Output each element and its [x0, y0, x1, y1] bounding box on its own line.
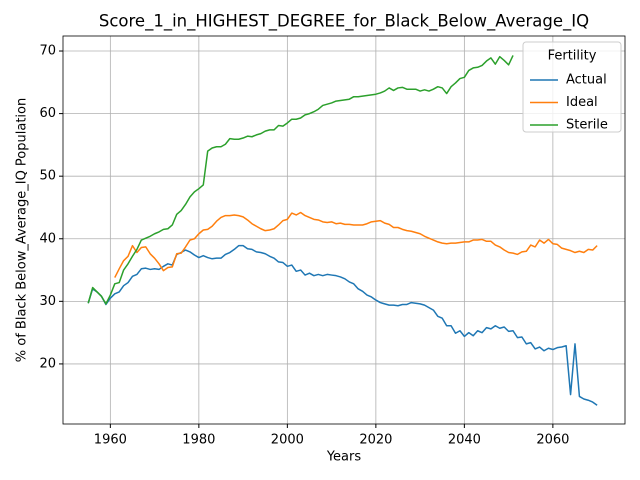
y-tick-label: 70	[39, 44, 56, 59]
y-tick-label: 40	[39, 231, 56, 246]
data-line	[114, 211, 598, 278]
legend-label: Actual	[566, 73, 607, 88]
y-tick-label: 30	[39, 294, 56, 309]
legend-label: Ideal	[566, 95, 598, 110]
x-tick-label: 2040	[448, 433, 481, 448]
x-axis-label: Years	[326, 450, 362, 465]
legend-label: Sterile	[566, 118, 608, 133]
y-tick-label: 60	[39, 106, 56, 121]
x-tick-label: 2060	[536, 433, 569, 448]
plot-frame	[62, 35, 626, 425]
x-tick-label: 1980	[182, 433, 215, 448]
x-tick-label: 1960	[94, 433, 127, 448]
legend-title: Fertility	[548, 49, 597, 64]
data-line	[87, 55, 514, 305]
y-tick-label: 20	[39, 356, 56, 371]
y-axis-label: % of Black Below_Average_IQ Population	[15, 98, 30, 362]
x-tick-label: 2000	[271, 433, 304, 448]
x-tick-label: 2020	[359, 433, 392, 448]
chart-title: Score_1_in_HIGHEST_DEGREE_for_Black_Belo…	[99, 12, 589, 32]
legend-box	[522, 41, 622, 133]
y-tick-label: 50	[39, 169, 56, 184]
